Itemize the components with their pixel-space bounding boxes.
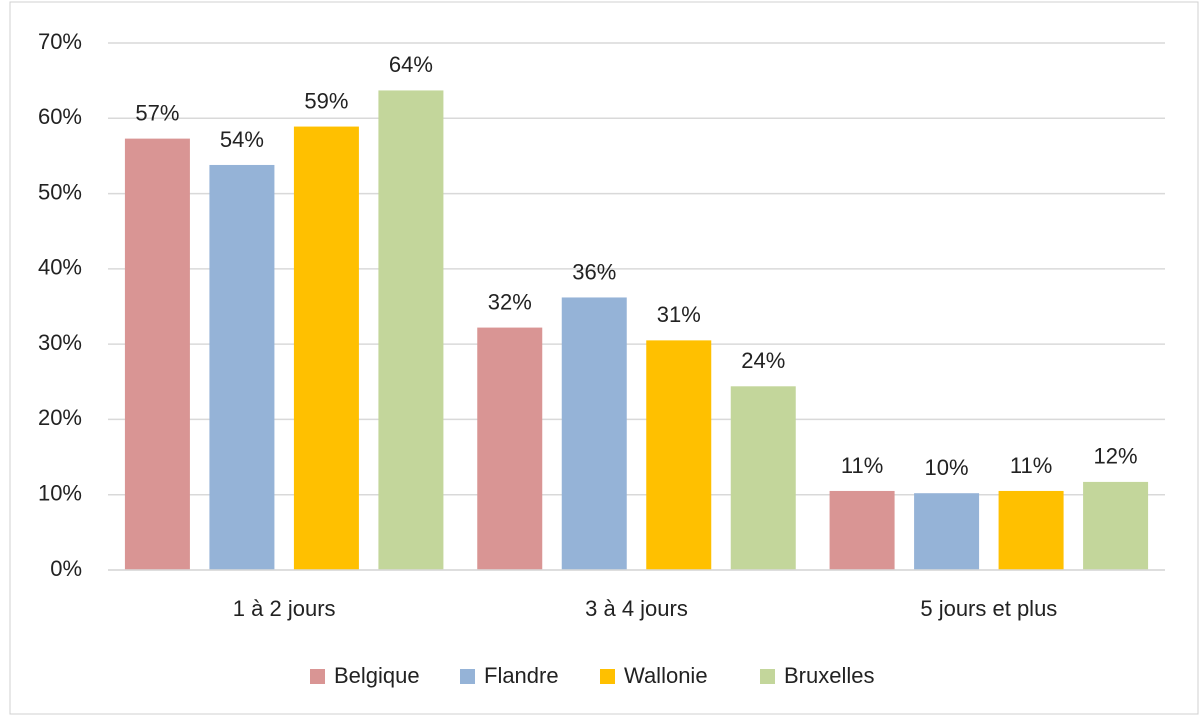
legend-swatch <box>460 669 475 684</box>
y-tick-label: 30% <box>38 330 82 355</box>
bar <box>1083 481 1149 570</box>
x-tick-label: 3 à 4 jours <box>585 596 688 621</box>
bar <box>829 490 895 570</box>
legend-label: Wallonie <box>624 663 708 688</box>
y-tick-label: 10% <box>38 481 82 506</box>
x-tick-label: 5 jours et plus <box>920 596 1057 621</box>
value-label: 32% <box>488 289 532 314</box>
y-tick-label: 50% <box>38 179 82 204</box>
bar <box>646 340 712 570</box>
value-label: 10% <box>925 455 969 480</box>
value-label: 11% <box>1010 453 1052 478</box>
value-label: 36% <box>572 259 616 284</box>
bar <box>378 90 444 571</box>
bar <box>998 490 1064 570</box>
y-tick-label: 60% <box>38 104 82 129</box>
value-label: 11% <box>841 453 883 478</box>
x-tick-label: 1 à 2 jours <box>233 596 336 621</box>
value-label: 54% <box>220 127 264 152</box>
value-label: 31% <box>657 302 701 327</box>
bar <box>124 138 190 570</box>
value-label: 57% <box>135 100 179 125</box>
legend-swatch <box>600 669 615 684</box>
value-label: 24% <box>741 348 785 373</box>
y-tick-label: 0% <box>50 556 82 581</box>
bar <box>914 493 980 570</box>
value-label: 59% <box>304 88 348 113</box>
legend-label: Flandre <box>484 663 559 688</box>
bar <box>477 327 543 570</box>
bar <box>730 386 796 570</box>
bar <box>293 126 359 571</box>
y-tick-label: 70% <box>38 29 82 54</box>
legend-swatch <box>310 669 325 684</box>
y-tick-label: 40% <box>38 255 82 280</box>
bar <box>209 164 275 570</box>
value-label: 64% <box>389 52 433 77</box>
legend-label: Bruxelles <box>784 663 874 688</box>
value-label: 12% <box>1094 444 1138 469</box>
bar <box>561 297 627 570</box>
legend-label: Belgique <box>334 663 420 688</box>
legend-swatch <box>760 669 775 684</box>
y-tick-label: 20% <box>38 405 82 430</box>
